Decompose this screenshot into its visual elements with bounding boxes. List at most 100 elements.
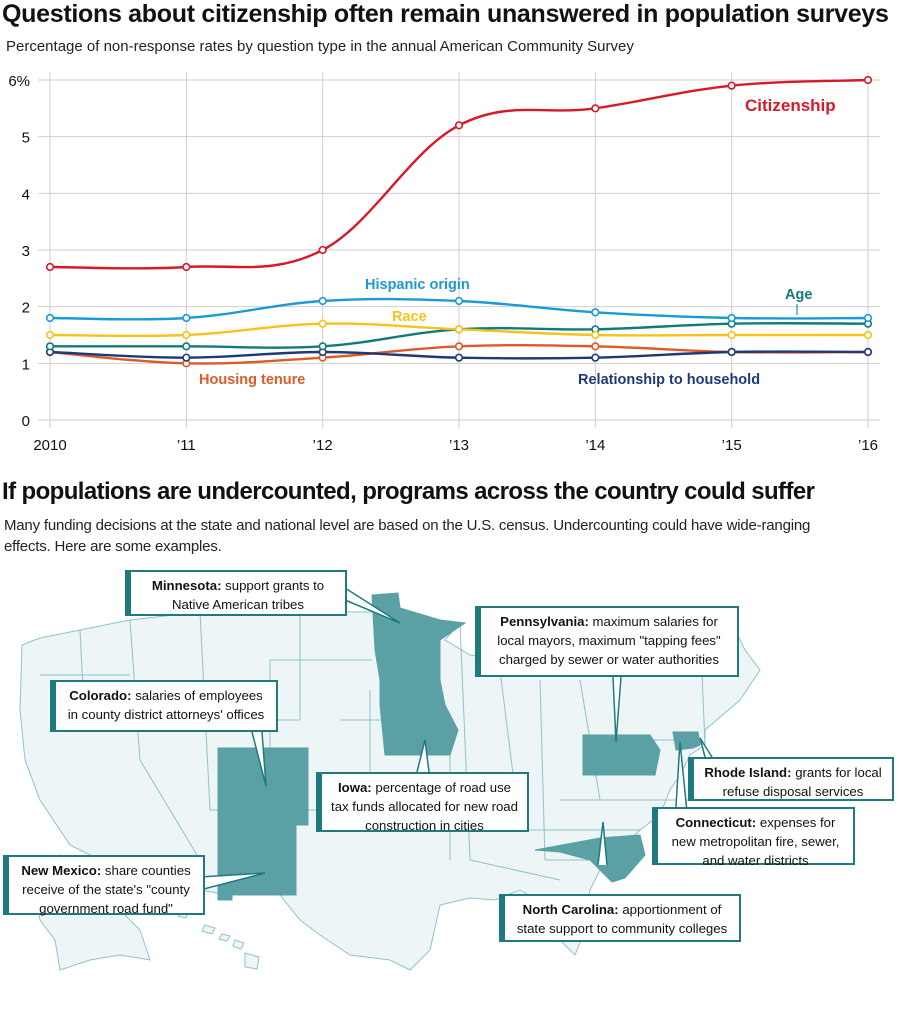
callout-state: New Mexico — [21, 863, 97, 878]
data-point — [727, 347, 736, 357]
callout-new-mexico: New Mexico: share counties receive of th… — [3, 855, 205, 916]
callout-text: share counties receive of the state's "c… — [22, 863, 191, 916]
y-axis-ticks: 0 1 2 3 4 5 6% — [8, 73, 30, 430]
data-point — [591, 330, 600, 340]
data-point — [863, 330, 873, 340]
data-point — [591, 104, 600, 113]
data-point — [727, 313, 736, 323]
callout-text: salaries of employees in county district… — [67, 688, 265, 722]
callout-text: percentage of road use tax funds allocat… — [331, 780, 518, 833]
data-point — [45, 262, 55, 272]
data-point — [45, 313, 55, 323]
map-subtitle: Many funding decisions at the state and … — [4, 517, 811, 555]
pointer-new-mexico — [199, 872, 266, 891]
callout-iowa: Iowa: percentage of road use tax funds a… — [316, 772, 529, 833]
x-tick-label: ’11 — [177, 437, 196, 454]
series-label: Relationship to household — [578, 372, 760, 388]
pointer-pennsylvania — [612, 676, 622, 743]
series-label: Race — [392, 309, 427, 325]
state-rhode-island — [691, 731, 701, 749]
data-point — [591, 342, 600, 351]
y-tick-label: 6% — [8, 73, 30, 90]
callout-connecticut: Connecticut: expenses for new metropolit… — [652, 807, 855, 868]
data-point — [182, 342, 191, 351]
data-point — [182, 330, 191, 340]
data-point — [454, 353, 464, 362]
pointer-rhode-island — [699, 737, 713, 758]
data-point — [454, 325, 464, 334]
line-chart: 0 1 2 3 4 5 6% 2010 ’11 ’12 ’13 ’14 ’15 ’16 Citizens… — [8, 72, 880, 454]
data-point — [318, 245, 327, 255]
data-point — [727, 330, 736, 340]
callout-text: support grants to Native American tribes — [172, 578, 325, 612]
data-point — [182, 353, 191, 362]
callout-state: North Carolina — [522, 902, 615, 917]
pointer-colorado — [251, 731, 267, 787]
callout-state: Pennsylvania — [500, 614, 585, 629]
x-tick-label: ’15 — [722, 437, 742, 454]
data-point — [182, 262, 191, 272]
callout-pennsylvania: Pennsylvania: maximum salaries for local… — [475, 606, 739, 677]
data-point — [454, 121, 464, 130]
callout-text: maximum salaries for local mayors, maxim… — [497, 614, 721, 667]
callout-state: Colorado — [69, 688, 128, 703]
series-points — [45, 75, 873, 368]
series-label: Citizenship — [745, 96, 836, 115]
y-tick-label: 2 — [22, 300, 30, 317]
data-point — [318, 319, 327, 328]
state-colorado — [217, 747, 309, 826]
y-tick-label: 4 — [22, 186, 30, 203]
data-point — [863, 313, 873, 323]
data-point — [863, 347, 873, 357]
callout-state: Iowa — [337, 780, 368, 795]
callout-text: grants for local refuse disposal service… — [722, 765, 882, 799]
state-iowa — [379, 704, 459, 756]
callout-text: expenses for new metropolitan fire, sewe… — [671, 815, 840, 868]
data-point — [454, 296, 464, 306]
data-point — [454, 342, 464, 351]
callout-north-carolina: North Carolina: apportionment of state s… — [499, 894, 741, 942]
series-label: Housing tenure — [199, 372, 305, 388]
highlighted-states — [217, 592, 701, 901]
data-point — [318, 342, 327, 351]
chart-subtitle: Percentage of non-response rates by ques… — [6, 38, 634, 55]
data-point — [591, 308, 600, 317]
x-tick-label: 2010 — [33, 437, 66, 454]
callout-rhode-island: Rhode Island: grants for local refuse di… — [688, 757, 894, 801]
map-title: If populations are undercounted, program… — [2, 478, 815, 505]
series-label: Hispanic origin — [365, 277, 470, 293]
series-labels: Citizenship Hispanic origin Race Age Housing… — [199, 96, 836, 388]
data-point — [591, 353, 600, 362]
y-tick-label: 3 — [22, 243, 30, 260]
pointer-connecticut — [674, 741, 689, 823]
y-tick-label: 1 — [22, 356, 30, 373]
callout-state: Minnesota — [151, 578, 218, 593]
pointer-iowa — [414, 739, 431, 781]
x-axis-ticks: 2010 ’11 ’12 ’13 ’14 ’15 ’16 — [33, 437, 878, 454]
state-north-carolina — [534, 834, 646, 883]
callout-minnesota: Minnesota: support grants to Native Amer… — [125, 570, 347, 616]
y-tick-label: 5 — [22, 130, 30, 147]
chart-title: Questions about citizenship often remain… — [2, 0, 889, 28]
pointer-north-carolina — [597, 821, 608, 866]
state-connecticut — [672, 731, 694, 751]
pointer-minnesota — [344, 587, 401, 624]
callout-colorado: Colorado: salaries of employees in count… — [50, 680, 278, 732]
callout-state: Connecticut — [675, 815, 752, 830]
callout-text: apportionment of state support to commun… — [516, 902, 728, 936]
callout-pointers — [199, 587, 713, 891]
state-new-mexico — [217, 824, 297, 901]
data-point — [45, 330, 55, 340]
data-point — [45, 342, 55, 351]
x-tick-label: ’14 — [585, 437, 605, 454]
grid — [38, 72, 880, 428]
data-point — [727, 81, 736, 90]
x-tick-label: ’12 — [313, 437, 333, 454]
x-tick-label: ’16 — [858, 437, 878, 454]
hawaii-islands — [177, 909, 260, 970]
x-tick-label: ’13 — [449, 437, 469, 454]
data-point — [318, 296, 327, 306]
series-label: Age — [785, 287, 812, 303]
data-point — [863, 75, 873, 85]
state-pennsylvania — [582, 734, 661, 776]
